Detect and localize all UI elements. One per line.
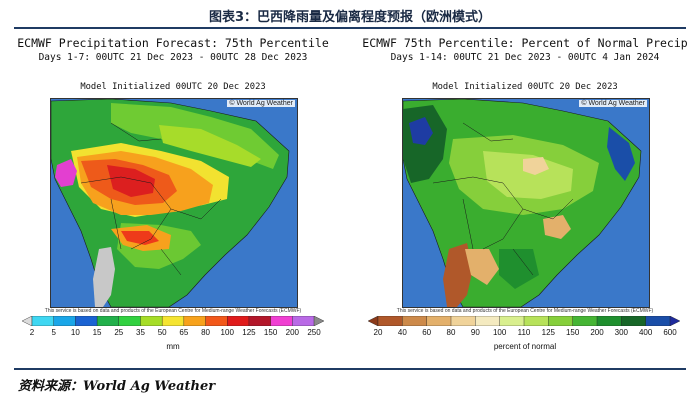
colorbar-segment <box>475 316 501 326</box>
colorbar-segment <box>183 316 207 326</box>
south-tan-zone <box>465 249 499 285</box>
magenta-precip-zone <box>55 159 77 187</box>
top-divider <box>14 27 686 29</box>
colorbar-segment <box>75 316 98 326</box>
model-initialized-label: Model Initialized 00UTC 20 Dec 2023 <box>432 82 618 92</box>
andes-dry-zone <box>93 247 115 307</box>
percent-normal-map: © World Ag Weather <box>402 98 650 308</box>
colorbar-tick-label: 100 <box>492 328 507 337</box>
colorbar-segment <box>402 316 428 326</box>
colorbar-tick-label: 150 <box>565 328 580 337</box>
south-red-zone <box>121 231 159 245</box>
panel-subtitle: Days 1-7: 00UTC 21 Dec 2023 - 00UTC 28 D… <box>38 52 308 63</box>
colorbar-tick-label: 200 <box>285 328 299 337</box>
colorbar-tick-label: 600 <box>663 328 677 337</box>
colorbar-tick-label: 125 <box>242 328 256 337</box>
colorbar-tick-label: 40 <box>397 328 407 337</box>
source-note: 资料来源：World Ag Weather <box>18 379 216 394</box>
colorbar-segment <box>31 316 55 326</box>
colorbar-tick-label: 200 <box>590 328 604 337</box>
colorbar-segment <box>450 316 476 326</box>
map-credit: © World Ag Weather <box>227 100 295 107</box>
percent-colorbar <box>368 316 680 326</box>
colorbar-tick-label: 125 <box>541 328 556 337</box>
deep-red-precip-zone <box>107 165 155 197</box>
colorbar-tick-label: 100 <box>220 328 234 337</box>
figure-title: 图表3：巴西降雨量及偏离程度预报（欧洲模式） <box>208 10 492 25</box>
colorbar-segment <box>227 316 250 326</box>
precip-colorbar-ticks: 2 5 10 15 25 35 50 65 80 100 125 150 200 250 <box>22 328 324 340</box>
colorbar-tick-label: 250 <box>307 328 321 337</box>
colorbar-segment <box>270 316 293 326</box>
colorbar-segment <box>22 316 33 326</box>
colorbar-tick-label: 65 <box>179 328 189 337</box>
colorbar-segment <box>499 316 525 326</box>
country-borders <box>432 122 574 276</box>
percent-colorbar-unit: percent of normal <box>493 342 557 351</box>
colorbar-segment <box>248 316 272 326</box>
precip-forecast-panel: ECMWF Precipitation Forecast: 75th Perce… <box>10 36 336 356</box>
colorbar-segment <box>96 316 120 326</box>
colorbar-segment <box>140 316 163 326</box>
colorbar-tick-label: 400 <box>638 328 653 337</box>
colorbar-segment <box>426 316 452 326</box>
ecmwf-disclaimer: This service is based on data and produc… <box>396 308 654 314</box>
colorbar-tick-label: 2 <box>29 328 35 337</box>
colorbar-tick-label: 15 <box>92 328 102 337</box>
near-normal-light-zone <box>523 157 549 175</box>
colorbar-tick-label: 60 <box>422 328 432 337</box>
colorbar-tick-label: 50 <box>157 328 167 337</box>
colorbar-tick-label: 5 <box>51 328 56 337</box>
colorbar-segment <box>377 316 403 326</box>
south-green-zone <box>499 249 539 289</box>
colorbar-tick-label: 25 <box>114 328 124 337</box>
colorbar-segment <box>645 316 671 326</box>
colorbar-tick-label: 300 <box>614 328 629 337</box>
precip-colorbar-unit: mm <box>166 342 180 351</box>
colorbar-segment <box>53 316 76 326</box>
map-credit: © World Ag Weather <box>579 100 647 107</box>
percent-normal-map-graphic <box>403 99 649 307</box>
precip-map: © World Ag Weather <box>50 98 298 308</box>
precip-map-graphic <box>51 99 297 307</box>
colorbar-segment <box>596 316 622 326</box>
colorbar-tick-label: 110 <box>517 328 531 337</box>
colorbar-tick-label: 35 <box>136 328 145 337</box>
bottom-divider <box>14 368 686 370</box>
high-percent-zone <box>409 117 433 145</box>
near-normal-tan-zone <box>543 215 571 239</box>
panel-title: ECMWF Precipitation Forecast: 75th Perce… <box>17 36 329 50</box>
colorbar-segment <box>118 316 142 326</box>
north-yellowgreen-zone <box>159 125 261 167</box>
colorbar-segment <box>548 316 574 326</box>
colorbar-tick-label: 80 <box>201 328 210 337</box>
colorbar-segment <box>368 316 379 326</box>
colorbar-segment <box>313 316 324 326</box>
colorbar-segment <box>572 316 598 326</box>
below-normal-brown-zone <box>443 243 473 307</box>
colorbar-tick-label: 150 <box>263 328 278 337</box>
colorbar-tick-label: 20 <box>373 328 383 337</box>
panel-title: ECMWF 75th Percentile: Percent of Normal… <box>362 36 688 50</box>
colorbar-tick-label: 90 <box>470 328 480 337</box>
central-yellowgreen-zone <box>483 151 573 199</box>
ecmwf-disclaimer: This service is based on data and produc… <box>44 308 302 314</box>
colorbar-segment <box>205 316 228 326</box>
colorbar-segment <box>669 316 680 326</box>
colorbar-segment <box>523 316 549 326</box>
colorbar-segment <box>292 316 315 326</box>
colorbar-segment <box>621 316 647 326</box>
percent-colorbar-ticks: 20 40 60 80 90 100 110 125 150 200 300 400 600 <box>368 328 680 340</box>
colorbar-segment <box>161 316 185 326</box>
country-borders <box>80 122 222 276</box>
east-high-percent-zone <box>607 127 635 181</box>
colorbar-tick-label: 80 <box>446 328 456 337</box>
panel-subtitle: Days 1-14: 00UTC 21 Dec 2023 - 00UTC 4 J… <box>390 52 660 63</box>
colorbar-tick-label: 10 <box>70 328 80 337</box>
precip-colorbar <box>22 316 324 326</box>
model-initialized-label: Model Initialized 00UTC 20 Dec 2023 <box>80 82 266 92</box>
percent-normal-panel: ECMWF 75th Percentile: Percent of Normal… <box>362 36 688 356</box>
